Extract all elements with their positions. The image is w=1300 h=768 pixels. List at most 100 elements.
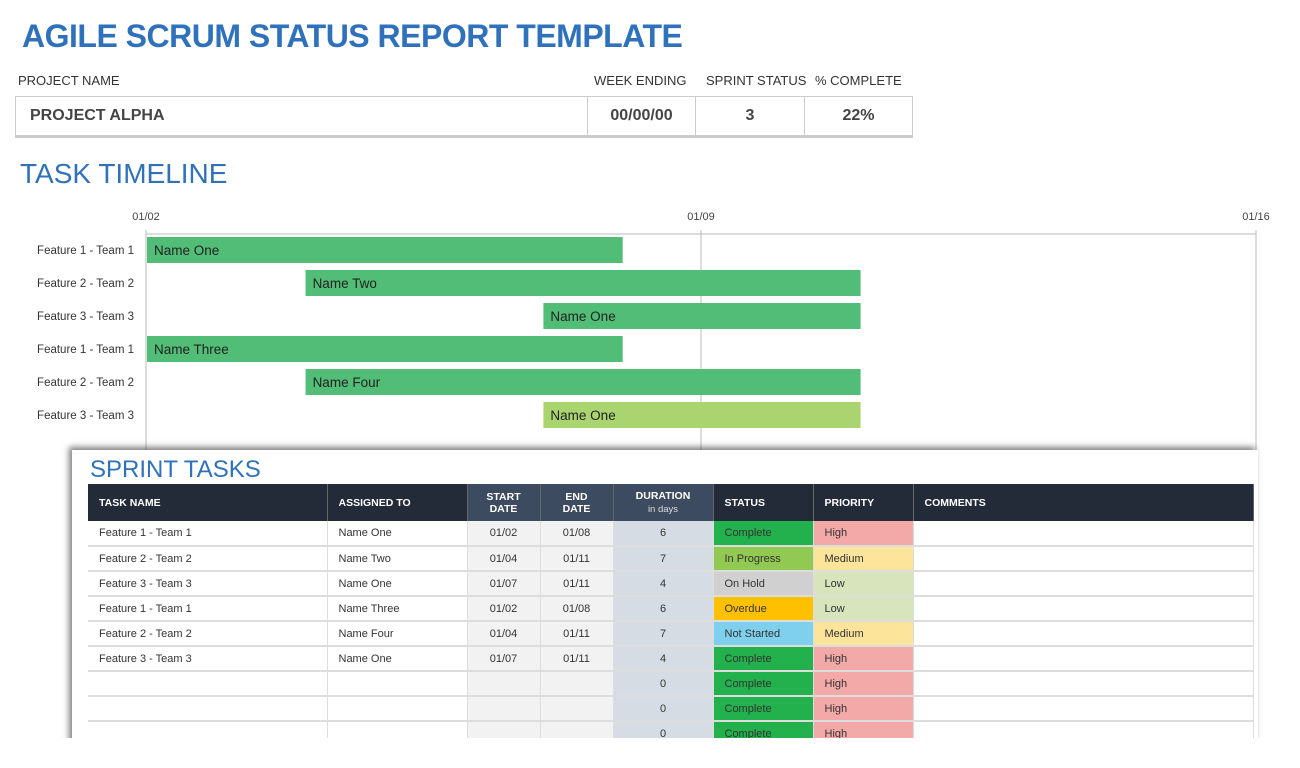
cell-assigned[interactable]: Name One <box>327 646 468 672</box>
gantt-bar-label: Name One <box>550 309 615 324</box>
cell-end[interactable]: 01/11 <box>540 646 614 672</box>
cell-duration[interactable]: 6 <box>613 521 714 547</box>
cell-duration[interactable]: 4 <box>613 571 714 597</box>
cell-status[interactable]: Not Started <box>713 621 814 647</box>
cell-priority[interactable]: Low <box>813 596 914 622</box>
sprint-status-label: SPRINT STATUS <box>706 73 807 88</box>
cell-end[interactable]: 01/11 <box>540 571 614 597</box>
cell-duration[interactable]: 0 <box>613 671 714 697</box>
header-end: END DATE <box>540 484 614 521</box>
page-title: AGILE SCRUM STATUS REPORT TEMPLATE <box>22 18 683 54</box>
x-tick-label: 01/02 <box>132 211 160 223</box>
cell-task[interactable]: Feature 3 - Team 3 <box>88 646 328 672</box>
sprint-status-value[interactable]: 3 <box>696 97 805 135</box>
project-name-value[interactable]: PROJECT ALPHA <box>16 97 588 135</box>
cell-task[interactable]: Feature 2 - Team 2 <box>88 546 328 572</box>
header-comments: COMMENTS <box>913 484 1254 521</box>
cell-comments[interactable] <box>913 521 1254 547</box>
gantt-bar-label: Name Three <box>154 342 229 357</box>
cell-duration[interactable]: 6 <box>613 596 714 622</box>
table-row: Feature 3 - Team 3 Name One 01/07 01/11 4 Com… <box>88 646 1254 672</box>
cell-end[interactable]: 01/08 <box>540 521 614 547</box>
header-duration-label: DURATION <box>635 490 691 502</box>
cell-duration[interactable]: 0 <box>613 696 714 722</box>
cell-end[interactable]: 01/08 <box>540 596 614 622</box>
cell-task[interactable]: Feature 1 - Team 1 <box>88 521 328 547</box>
gantt-bar-label: Name Two <box>313 276 377 291</box>
cell-task[interactable]: Feature 1 - Team 1 <box>88 596 328 622</box>
percent-complete-value[interactable]: 22% <box>842 107 875 124</box>
header-duration-sub: in days <box>647 504 679 515</box>
gantt-bar <box>543 303 861 329</box>
cell-end[interactable] <box>540 671 614 697</box>
cell-duration[interactable]: 4 <box>613 646 714 672</box>
x-tick-label: 01/16 <box>1242 211 1270 223</box>
cell-start[interactable]: 01/07 <box>467 571 541 597</box>
cell-comments[interactable] <box>913 671 1254 697</box>
cell-start[interactable]: 01/02 <box>467 521 541 547</box>
cell-priority[interactable]: Medium <box>813 621 914 647</box>
cell-comments[interactable] <box>913 571 1254 597</box>
cell-priority[interactable]: High <box>813 646 914 672</box>
week-ending-label: WEEK ENDING <box>594 73 687 88</box>
gantt-bar <box>147 336 623 362</box>
cell-start[interactable] <box>467 696 541 722</box>
cell-status[interactable]: Complete <box>713 646 814 672</box>
cell-task[interactable] <box>88 696 328 722</box>
table-row: Feature 1 - Team 1 Name Three 01/02 01/08 6 O… <box>88 596 1254 622</box>
cell-assigned[interactable] <box>327 671 468 697</box>
cell-end[interactable] <box>540 696 614 722</box>
cell-start[interactable]: 01/04 <box>467 621 541 647</box>
cell-comments[interactable] <box>913 546 1254 572</box>
cell-assigned[interactable]: Name One <box>327 571 468 597</box>
week-ending-value[interactable]: 00/00/00 <box>588 97 696 135</box>
cell-comments[interactable] <box>913 596 1254 622</box>
cell-start[interactable]: 01/02 <box>467 596 541 622</box>
table-row: Feature 1 - Team 1 Name One 01/02 01/08 6 Com… <box>88 521 1254 547</box>
cell-task[interactable] <box>88 671 328 697</box>
cell-assigned[interactable]: Name Four <box>327 621 468 647</box>
cell-status[interactable]: Overdue <box>713 596 814 622</box>
cell-comments[interactable] <box>913 646 1254 672</box>
cell-start[interactable] <box>467 671 541 697</box>
header-end-2: DATE <box>562 502 591 515</box>
gantt-bar-label: Name One <box>550 408 615 423</box>
cell-priority[interactable]: High <box>813 521 914 547</box>
header-start-2: DATE <box>489 502 518 515</box>
table-row: 0 Complete High <box>88 721 1254 747</box>
cell-task[interactable]: Feature 2 - Team 2 <box>88 621 328 647</box>
gantt-bar <box>543 402 861 428</box>
cell-task[interactable]: Feature 3 - Team 3 <box>88 571 328 597</box>
cell-start[interactable]: 01/07 <box>467 646 541 672</box>
header-task: TASK NAME <box>88 484 328 521</box>
cell-status[interactable]: In Progress <box>713 546 814 572</box>
viewport-clip <box>0 738 1300 768</box>
cell-end[interactable]: 01/11 <box>540 621 614 647</box>
table-row: 0 Complete High <box>88 696 1254 722</box>
task-category-label: Feature 2 - Team 2 <box>37 377 134 389</box>
cell-assigned[interactable]: Name One <box>327 521 468 547</box>
cell-priority[interactable]: Low <box>813 571 914 597</box>
cell-status[interactable]: On Hold <box>713 571 814 597</box>
cell-assigned[interactable]: Name Three <box>327 596 468 622</box>
cell-status[interactable]: Complete <box>713 521 814 547</box>
cell-priority[interactable]: High <box>813 671 914 697</box>
cell-start[interactable]: 01/04 <box>467 546 541 572</box>
task-category-label: Feature 2 - Team 2 <box>37 278 134 290</box>
gantt-bar-label: Name Four <box>313 375 381 390</box>
cell-duration[interactable]: 7 <box>613 546 714 572</box>
task-category-label: Feature 3 - Team 3 <box>37 410 134 422</box>
cell-comments[interactable] <box>913 696 1254 722</box>
cell-status[interactable]: Complete <box>713 671 814 697</box>
cell-assigned[interactable]: Name Two <box>327 546 468 572</box>
cell-duration[interactable]: 7 <box>613 621 714 647</box>
cell-status[interactable]: Complete <box>713 696 814 722</box>
cell-end[interactable]: 01/11 <box>540 546 614 572</box>
project-name-label: PROJECT NAME <box>18 73 120 88</box>
header-priority: PRIORITY <box>813 484 914 521</box>
task-category-label: Feature 1 - Team 1 <box>37 344 134 356</box>
cell-comments[interactable] <box>913 621 1254 647</box>
cell-priority[interactable]: Medium <box>813 546 914 572</box>
cell-assigned[interactable] <box>327 696 468 722</box>
cell-priority[interactable]: High <box>813 696 914 722</box>
